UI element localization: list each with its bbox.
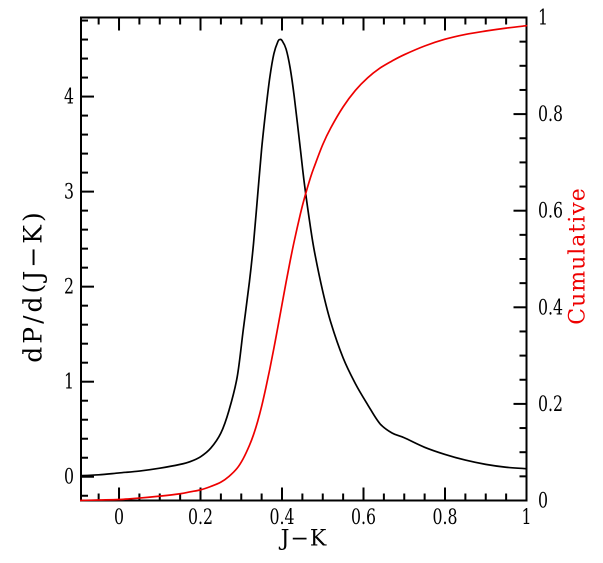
x-tick-label: 0.4 [269,506,294,530]
y-left-tick-label: 1 [64,371,74,395]
x-tick-label: 0.2 [188,506,213,530]
y-left-tick-label: 0 [64,466,74,490]
y-left-tick-label: 4 [64,85,74,109]
plot-frame [80,16,528,502]
x-tick-label: 0.8 [432,506,457,530]
x-tick-label: 0.6 [351,506,376,530]
y-right-tick-label: 0.8 [538,103,563,127]
y-right-tick-label: 0 [538,489,548,513]
y-left-tick-label: 3 [64,181,74,205]
x-tick-label: 0 [114,506,124,530]
y-right-tick-label: 0.6 [538,200,563,224]
left-y-axis-title: dP/d(J−K) [18,209,48,363]
y-right-tick-label: 0.4 [538,296,563,320]
x-tick-label: 1 [521,506,531,530]
x-axis-title: J−K [280,526,328,552]
y-right-tick-label: 1 [538,6,548,30]
y-left-tick-label: 2 [64,276,74,300]
right-y-axis-title: Cumulative [565,187,591,325]
pdf-curve [80,38,528,477]
y-right-tick-label: 0.2 [538,393,563,417]
cumulative-curve [80,24,528,502]
